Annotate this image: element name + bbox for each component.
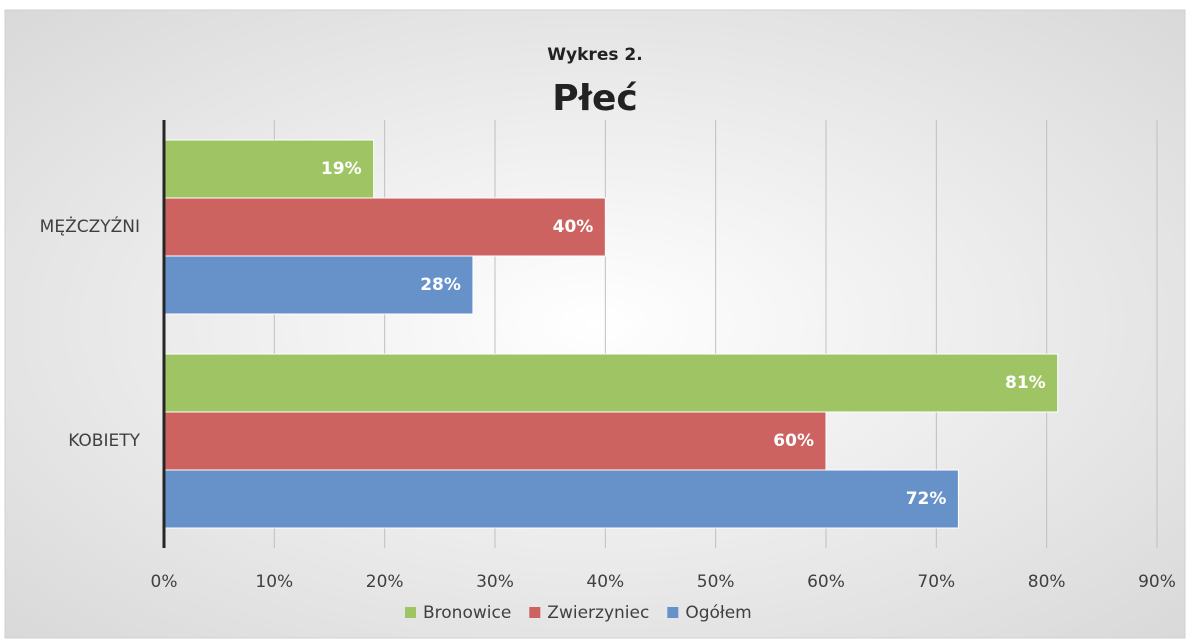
x-tick-label: 80% [1028,572,1066,592]
x-tick-label: 0% [151,572,178,592]
bar [163,353,1059,413]
data-label: 40% [553,217,594,237]
chart-background [4,9,1186,639]
y-tick-label: MĘŻCZYŹNI [40,215,140,237]
x-tick-label: 50% [697,572,735,592]
x-tick-label: 20% [366,572,404,592]
bar [163,469,959,529]
x-tick-label: 70% [917,572,955,592]
legend-label: Zwierzyniec [547,603,649,623]
bar [163,197,606,257]
bar [163,411,827,471]
legend-swatch [529,607,541,618]
data-label: 72% [906,489,947,509]
data-label: 19% [321,159,362,179]
legend-swatch [405,607,416,618]
y-tick-label: KOBIETY [68,431,140,451]
data-label: 60% [773,431,814,451]
chart-title: Płeć [552,78,638,119]
legend-swatch [667,607,679,618]
x-tick-label: 90% [1138,572,1176,592]
legend-label: Bronowice [423,603,511,623]
chart-subtitle: Wykres 2. [547,45,642,65]
legend-label: Ogółem [685,603,751,623]
data-label: 28% [420,275,461,295]
x-tick-label: 40% [586,572,624,592]
x-tick-label: 30% [476,572,514,592]
x-tick-label: 10% [255,572,293,592]
data-label: 81% [1005,373,1046,393]
x-tick-label: 60% [807,572,845,592]
